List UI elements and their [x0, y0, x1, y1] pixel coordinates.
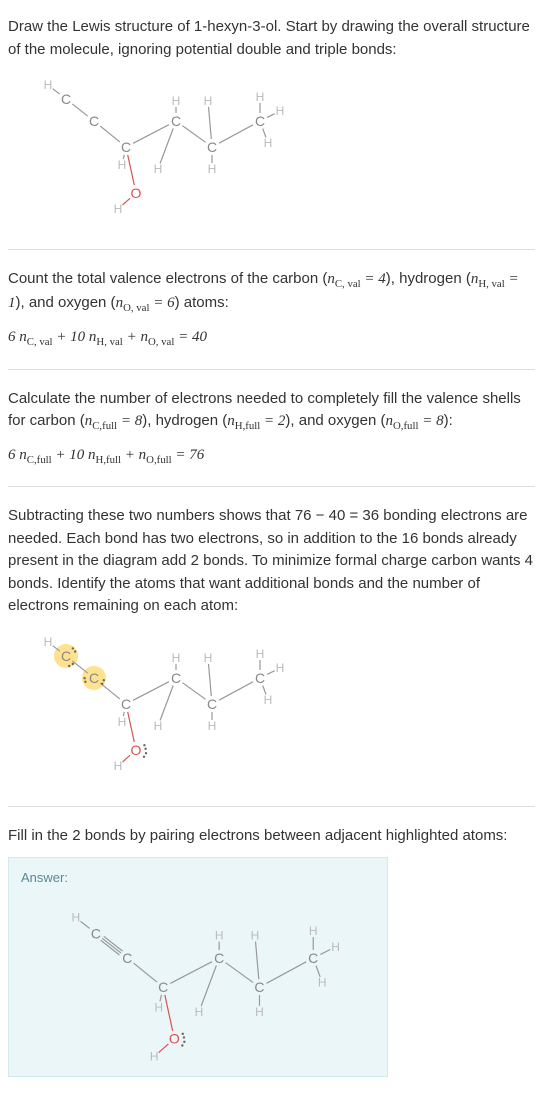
full-shell-equation: 6 nC,full + 10 nH,full + nO,full = 76	[8, 444, 535, 468]
svg-text:C: C	[89, 670, 99, 686]
diagram-skeleton: HCCCHOHCHHCHHCHHH	[8, 71, 535, 231]
svg-text:C: C	[171, 113, 181, 129]
svg-text:H: H	[251, 929, 260, 943]
svg-text:H: H	[318, 976, 327, 990]
full-mid2: ), and oxygen (	[285, 412, 385, 429]
section-bonding: Subtracting these two numbers shows that…	[8, 495, 535, 798]
bonding-text: Subtracting these two numbers shows that…	[8, 505, 535, 618]
svg-text:H: H	[255, 1005, 264, 1019]
svg-text:H: H	[150, 1049, 159, 1063]
svg-text:H: H	[264, 136, 273, 150]
divider	[8, 806, 535, 807]
divider	[8, 369, 535, 370]
full-shell-text: Calculate the number of electrons needed…	[8, 388, 535, 435]
svg-text:C: C	[207, 139, 217, 155]
answer-label: Answer:	[21, 868, 375, 888]
valence-suffix: ) atoms:	[175, 294, 229, 311]
svg-text:C: C	[122, 950, 132, 966]
svg-text:H: H	[44, 635, 53, 649]
svg-text:C: C	[91, 925, 101, 941]
svg-text:H: H	[276, 104, 285, 118]
svg-text:H: H	[204, 651, 213, 665]
full-suffix: ):	[444, 412, 453, 429]
svg-text:C: C	[214, 950, 224, 966]
svg-text:H: H	[118, 715, 127, 729]
svg-text:C: C	[308, 950, 318, 966]
n-c-full: nC,full = 8	[85, 413, 143, 429]
answer-box: Answer: HCCCHOHCHHCHHCHHH	[8, 857, 388, 1077]
divider	[8, 486, 535, 487]
svg-text:H: H	[309, 924, 318, 938]
svg-text:H: H	[114, 759, 123, 773]
svg-text:C: C	[254, 979, 264, 995]
svg-text:O: O	[169, 1031, 180, 1047]
valence-mid1: ), hydrogen (	[386, 270, 471, 287]
svg-text:C: C	[61, 648, 71, 664]
svg-text:H: H	[208, 719, 217, 733]
svg-text:H: H	[215, 929, 224, 943]
section-fill-bonds: Fill in the 2 bonds by pairing electrons…	[8, 815, 535, 1087]
n-o-val: nO, val = 6	[116, 295, 175, 311]
svg-text:H: H	[154, 719, 163, 733]
svg-text:H: H	[71, 911, 80, 925]
svg-text:C: C	[61, 91, 71, 107]
svg-text:C: C	[158, 979, 168, 995]
svg-text:H: H	[44, 78, 53, 92]
svg-text:C: C	[207, 696, 217, 712]
valence-prefix: Count the total valence electrons of the…	[8, 270, 327, 287]
n-h-full: nH,full = 2	[227, 413, 285, 429]
svg-text:C: C	[121, 139, 131, 155]
n-o-full: nO,full = 8	[385, 413, 443, 429]
svg-text:C: C	[121, 696, 131, 712]
svg-text:H: H	[256, 90, 265, 104]
diagram-highlighted: HCCCHOHCHHCHHCHHH	[8, 628, 535, 788]
svg-text:C: C	[171, 670, 181, 686]
svg-text:H: H	[204, 94, 213, 108]
fill-bonds-text: Fill in the 2 bonds by pairing electrons…	[8, 825, 535, 848]
svg-text:H: H	[256, 647, 265, 661]
section-intro: Draw the Lewis structure of 1-hexyn-3-ol…	[8, 6, 535, 241]
svg-text:H: H	[195, 1005, 204, 1019]
intro-text: Draw the Lewis structure of 1-hexyn-3-ol…	[8, 16, 535, 61]
svg-text:H: H	[331, 940, 340, 954]
svg-text:C: C	[89, 113, 99, 129]
svg-text:O: O	[131, 742, 142, 758]
svg-text:C: C	[255, 670, 265, 686]
svg-text:H: H	[154, 162, 163, 176]
svg-text:H: H	[172, 651, 181, 665]
svg-text:H: H	[276, 661, 285, 675]
svg-text:H: H	[118, 158, 127, 172]
svg-text:H: H	[114, 202, 123, 216]
section-full-shell: Calculate the number of electrons needed…	[8, 378, 535, 479]
full-mid1: ), hydrogen (	[142, 412, 227, 429]
svg-text:H: H	[264, 693, 273, 707]
valence-equation: 6 nC, val + 10 nH, val + nO, val = 40	[8, 326, 535, 350]
divider	[8, 249, 535, 250]
svg-text:O: O	[131, 185, 142, 201]
svg-text:C: C	[255, 113, 265, 129]
svg-text:H: H	[172, 94, 181, 108]
svg-text:H: H	[154, 1000, 163, 1014]
valence-text: Count the total valence electrons of the…	[8, 268, 535, 316]
diagram-answer: HCCCHOHCHHCHHCHHH	[21, 894, 375, 1064]
svg-text:H: H	[208, 162, 217, 176]
n-c-val: nC, val = 4	[327, 271, 385, 287]
section-valence: Count the total valence electrons of the…	[8, 258, 535, 361]
valence-mid2: ), and oxygen (	[16, 294, 116, 311]
